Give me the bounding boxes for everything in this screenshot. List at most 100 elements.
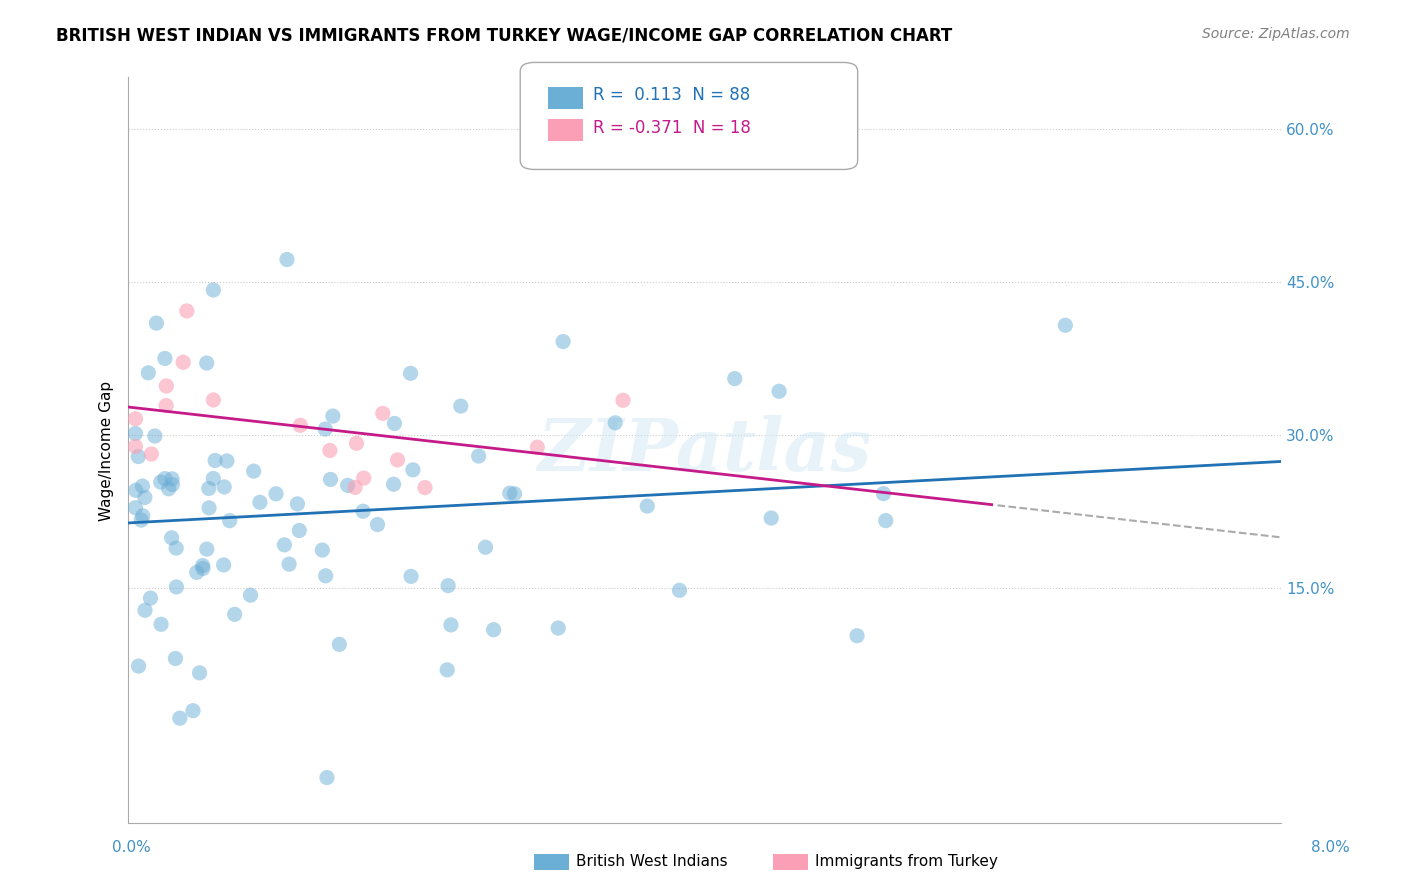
Point [149, 475, 172, 490]
Point [467, 449, 489, 463]
Point [143, 429, 166, 443]
Point [153, 472, 176, 486]
Point [124, 411, 146, 425]
Point [153, 351, 176, 366]
Text: British West Indians: British West Indians [576, 855, 728, 869]
Point [353, 471, 375, 485]
Point [124, 426, 146, 441]
Point [336, 478, 359, 492]
Point [346, 436, 368, 450]
Point [202, 392, 225, 407]
Point [204, 453, 226, 467]
Point [181, 704, 204, 718]
Point [242, 464, 264, 478]
Point [382, 477, 405, 491]
Point [160, 531, 183, 545]
Text: Immigrants from Turkey: Immigrants from Turkey [815, 855, 998, 869]
Point [155, 379, 177, 393]
Point [872, 486, 894, 500]
Point [215, 454, 238, 468]
Text: R = -0.371  N = 18: R = -0.371 N = 18 [593, 119, 751, 136]
Point [127, 450, 149, 464]
Text: Source: ZipAtlas.com: Source: ZipAtlas.com [1202, 27, 1350, 41]
Point [141, 447, 163, 461]
Point [526, 440, 548, 454]
Point [165, 651, 187, 665]
Point [288, 524, 311, 538]
Point [287, 497, 309, 511]
Point [352, 504, 374, 518]
Point [195, 356, 218, 370]
Point [239, 588, 262, 602]
Point [724, 371, 747, 385]
Point [384, 417, 406, 431]
Point [366, 517, 388, 532]
Point [150, 617, 173, 632]
Point [165, 580, 187, 594]
Point [499, 486, 522, 500]
Point [129, 513, 152, 527]
Text: BRITISH WEST INDIAN VS IMMIGRANTS FROM TURKEY WAGE/INCOME GAP CORRELATION CHART: BRITISH WEST INDIAN VS IMMIGRANTS FROM T… [56, 27, 952, 45]
Point [371, 406, 394, 420]
Point [195, 542, 218, 557]
Point [768, 384, 790, 399]
Point [176, 304, 198, 318]
Text: R =  0.113  N = 88: R = 0.113 N = 88 [593, 87, 751, 104]
Point [875, 514, 897, 528]
Point [399, 569, 422, 583]
Point [437, 578, 460, 592]
Point [125, 483, 148, 498]
Point [1054, 318, 1077, 333]
Point [328, 637, 350, 651]
Point [191, 561, 214, 575]
Point [202, 283, 225, 297]
Point [218, 514, 240, 528]
Point [290, 418, 312, 433]
Point [139, 591, 162, 606]
Point [311, 543, 333, 558]
Point [387, 453, 409, 467]
Text: 8.0%: 8.0% [1310, 840, 1350, 855]
Point [145, 316, 167, 330]
Point [191, 558, 214, 573]
Point [482, 623, 505, 637]
Point [547, 621, 569, 635]
Point [605, 416, 627, 430]
Point [134, 491, 156, 505]
Y-axis label: Wage/Income Gap: Wage/Income Gap [100, 380, 114, 521]
Point [155, 399, 177, 413]
Point [315, 569, 337, 583]
Point [212, 480, 235, 494]
Point [212, 558, 235, 572]
Point [761, 511, 783, 525]
Point [136, 366, 159, 380]
Point [162, 477, 184, 491]
Point [413, 481, 436, 495]
Point [402, 463, 425, 477]
Point [160, 472, 183, 486]
Point [124, 500, 146, 515]
Point [202, 471, 225, 485]
Point [319, 473, 342, 487]
Point [224, 607, 246, 622]
Point [846, 629, 869, 643]
Point [399, 366, 422, 380]
Point [188, 665, 211, 680]
Point [450, 399, 472, 413]
Point [322, 409, 344, 423]
Point [169, 711, 191, 725]
Point [124, 439, 146, 453]
Point [131, 479, 153, 493]
Point [636, 499, 658, 513]
Point [436, 663, 458, 677]
Point [276, 252, 298, 267]
Point [172, 355, 194, 369]
Point [668, 583, 690, 598]
Point [553, 334, 575, 349]
Point [316, 771, 339, 785]
Point [612, 393, 634, 408]
Text: ZIPatlas: ZIPatlas [537, 415, 872, 486]
Point [198, 500, 221, 515]
Point [157, 482, 180, 496]
Point [440, 618, 463, 632]
